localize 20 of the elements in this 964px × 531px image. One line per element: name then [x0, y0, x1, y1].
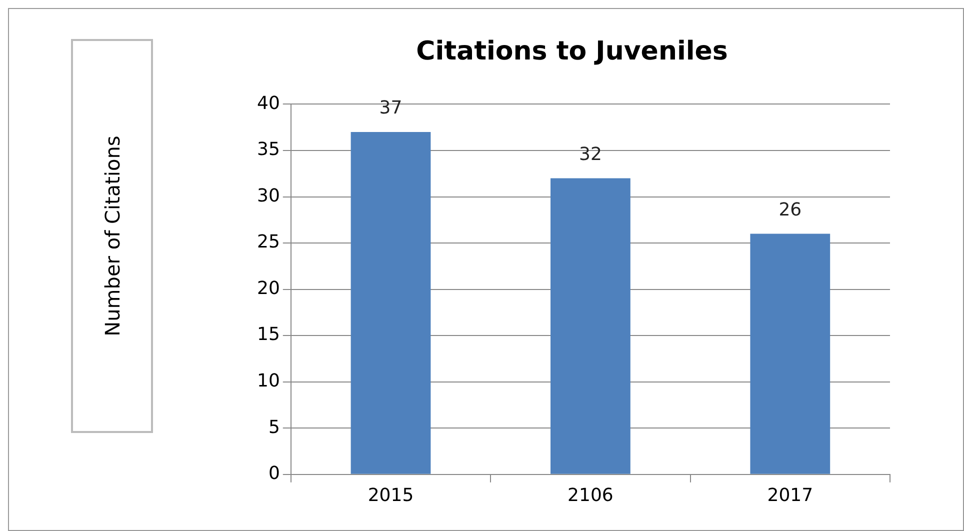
data-label: 26: [778, 199, 802, 220]
x-tick-label: 2106: [568, 484, 614, 506]
y-tick-label: 25: [257, 232, 280, 253]
x-tick-label: 2017: [767, 484, 814, 506]
data-label: 37: [379, 98, 402, 119]
x-tick-label: 2015: [368, 484, 414, 506]
y-tick-label: 15: [257, 324, 280, 346]
y-tick-label: 40: [257, 92, 280, 114]
chart-title: Citations to Juveniles: [416, 36, 728, 66]
y-tick-label: 30: [257, 185, 280, 206]
bar: [750, 234, 830, 474]
text: Number of Citations: [100, 136, 124, 336]
bar: [350, 132, 431, 474]
y-tick-label: 5: [268, 416, 280, 438]
y-tick-label: 0: [268, 463, 280, 484]
y-tick-label: 10: [257, 370, 280, 392]
bar: [550, 178, 630, 474]
data-label: 32: [579, 144, 602, 165]
y-tick-label: 35: [257, 139, 280, 160]
y-tick-label: 20: [257, 278, 280, 299]
